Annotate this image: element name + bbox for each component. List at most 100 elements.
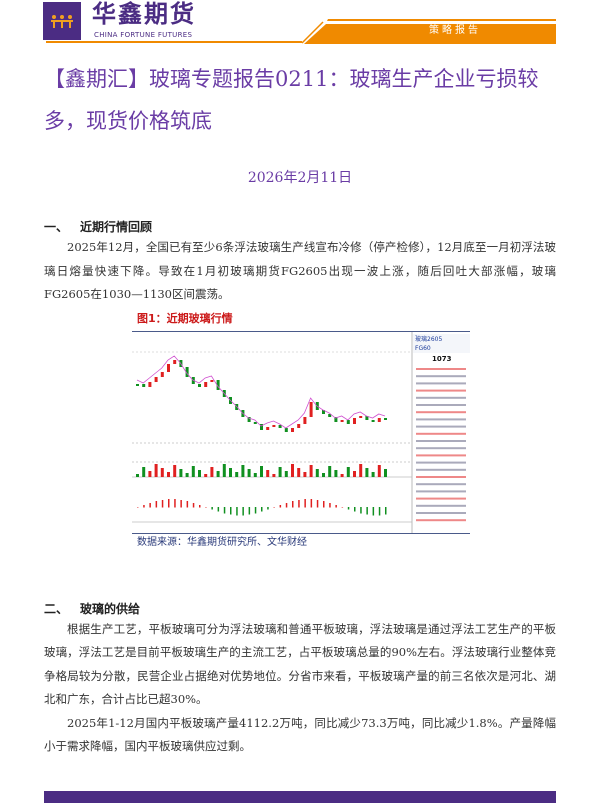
volume-bar bbox=[371, 471, 375, 477]
volume-bar bbox=[309, 464, 313, 477]
candle bbox=[291, 427, 294, 432]
logo-chinese-name: 华鑫期货 bbox=[92, 0, 196, 28]
candle bbox=[377, 417, 381, 422]
macd-bar bbox=[174, 498, 176, 507]
quote-row bbox=[416, 453, 466, 456]
volume-bar bbox=[303, 471, 307, 477]
macd-bar bbox=[236, 506, 238, 515]
report-type-label: 策略报告 bbox=[429, 25, 481, 36]
candle bbox=[154, 376, 158, 382]
macd-bar bbox=[143, 504, 145, 507]
macd-bar bbox=[292, 500, 294, 507]
volume-bar bbox=[198, 469, 201, 477]
quote-row bbox=[416, 511, 466, 514]
volume-bar bbox=[291, 463, 294, 477]
quote-row bbox=[416, 432, 466, 435]
volume-bar bbox=[346, 466, 350, 477]
section-heading-2: 二、 玻璃的供给 bbox=[44, 600, 556, 618]
volume-bar bbox=[191, 465, 195, 477]
macd-bar bbox=[242, 506, 244, 515]
candle bbox=[142, 383, 146, 387]
macd-bar bbox=[329, 502, 331, 507]
quote-last-price: 1073 bbox=[432, 355, 452, 363]
macd-bar bbox=[347, 506, 350, 509]
candle bbox=[266, 426, 270, 430]
moving-average-line bbox=[136, 354, 386, 428]
price-chart-image: 玻璃2605 FG60 1073 bbox=[132, 330, 470, 534]
macd-bar bbox=[372, 506, 375, 515]
macd-bar bbox=[316, 499, 319, 507]
volume-bar bbox=[160, 467, 164, 477]
macd-bar bbox=[335, 504, 337, 507]
candle bbox=[346, 419, 350, 424]
candles-group bbox=[136, 354, 387, 477]
candle bbox=[272, 424, 276, 427]
macd-bar bbox=[254, 506, 257, 513]
report-body: 【鑫期汇】玻璃专题报告0211：玻璃生产企业亏损较多，现货价格筑底 2026年2… bbox=[44, 58, 556, 759]
candlestick-chart-picture: 玻璃2605 FG60 1073 bbox=[132, 331, 470, 533]
quote-rows bbox=[416, 367, 466, 521]
header-orange-band bbox=[301, 19, 556, 44]
macd-bar bbox=[217, 506, 220, 511]
quote-row bbox=[416, 439, 466, 442]
volume-bar bbox=[253, 472, 257, 477]
report-date: 2026年2月11日 bbox=[247, 170, 353, 186]
quote-row bbox=[416, 425, 466, 428]
candle bbox=[297, 423, 301, 428]
macd-bar bbox=[155, 500, 158, 507]
candle bbox=[148, 381, 152, 387]
header-rule bbox=[46, 41, 302, 43]
section-1-paragraph: 2025年12月，全国已有至少6条浮法玻璃生产线宣布冷修（停产检修），12月底至… bbox=[44, 240, 556, 301]
macd-bar bbox=[360, 506, 362, 513]
macd-bar bbox=[298, 499, 300, 507]
macd-bar bbox=[192, 502, 195, 507]
macd-bar bbox=[310, 498, 313, 507]
candle bbox=[204, 381, 208, 387]
macd-bar bbox=[149, 502, 151, 507]
macd-bar bbox=[137, 506, 139, 507]
volume-bar bbox=[235, 471, 239, 477]
macd-bar bbox=[273, 506, 275, 507]
quote-code: FG60 bbox=[415, 345, 431, 352]
macd-bar bbox=[168, 498, 170, 507]
volume-bar bbox=[229, 467, 232, 477]
volume-bar bbox=[179, 468, 183, 477]
quote-row bbox=[416, 396, 466, 399]
volume-bar bbox=[148, 470, 152, 477]
quote-row bbox=[416, 389, 466, 392]
macd-bar bbox=[304, 498, 306, 507]
volume-bar bbox=[359, 463, 363, 477]
candle bbox=[322, 409, 325, 414]
quote-row bbox=[416, 417, 466, 420]
quote-row bbox=[416, 410, 466, 413]
volume-bar bbox=[154, 463, 158, 477]
macd-bar bbox=[199, 504, 201, 507]
candle bbox=[136, 383, 139, 386]
volume-bar bbox=[353, 470, 356, 477]
section-number: 一、 bbox=[44, 220, 69, 234]
volume-bar bbox=[297, 467, 301, 477]
volume-bar bbox=[247, 468, 251, 477]
volume-bar bbox=[136, 473, 139, 477]
macd-bar bbox=[248, 506, 251, 514]
section-title: 近期行情回顾 bbox=[80, 220, 153, 234]
quote-row bbox=[416, 504, 466, 507]
volume-bar bbox=[266, 469, 270, 477]
figure-caption: 图1：近期玻璃行情 bbox=[137, 311, 233, 325]
macd-bar bbox=[223, 506, 226, 513]
logo-figures-icon bbox=[51, 15, 73, 28]
macd-bar bbox=[205, 506, 207, 507]
macd-group bbox=[137, 498, 387, 515]
volume-bar bbox=[142, 466, 146, 477]
candle bbox=[216, 379, 220, 390]
quote-row bbox=[416, 482, 466, 485]
candle bbox=[278, 424, 282, 428]
volume-bar bbox=[260, 465, 263, 477]
volume-bar bbox=[340, 473, 344, 477]
quote-row bbox=[416, 489, 466, 492]
candle bbox=[359, 415, 363, 418]
candle bbox=[173, 359, 177, 364]
macd-bar bbox=[230, 506, 232, 514]
quote-row bbox=[416, 381, 466, 384]
quote-row bbox=[416, 497, 466, 500]
